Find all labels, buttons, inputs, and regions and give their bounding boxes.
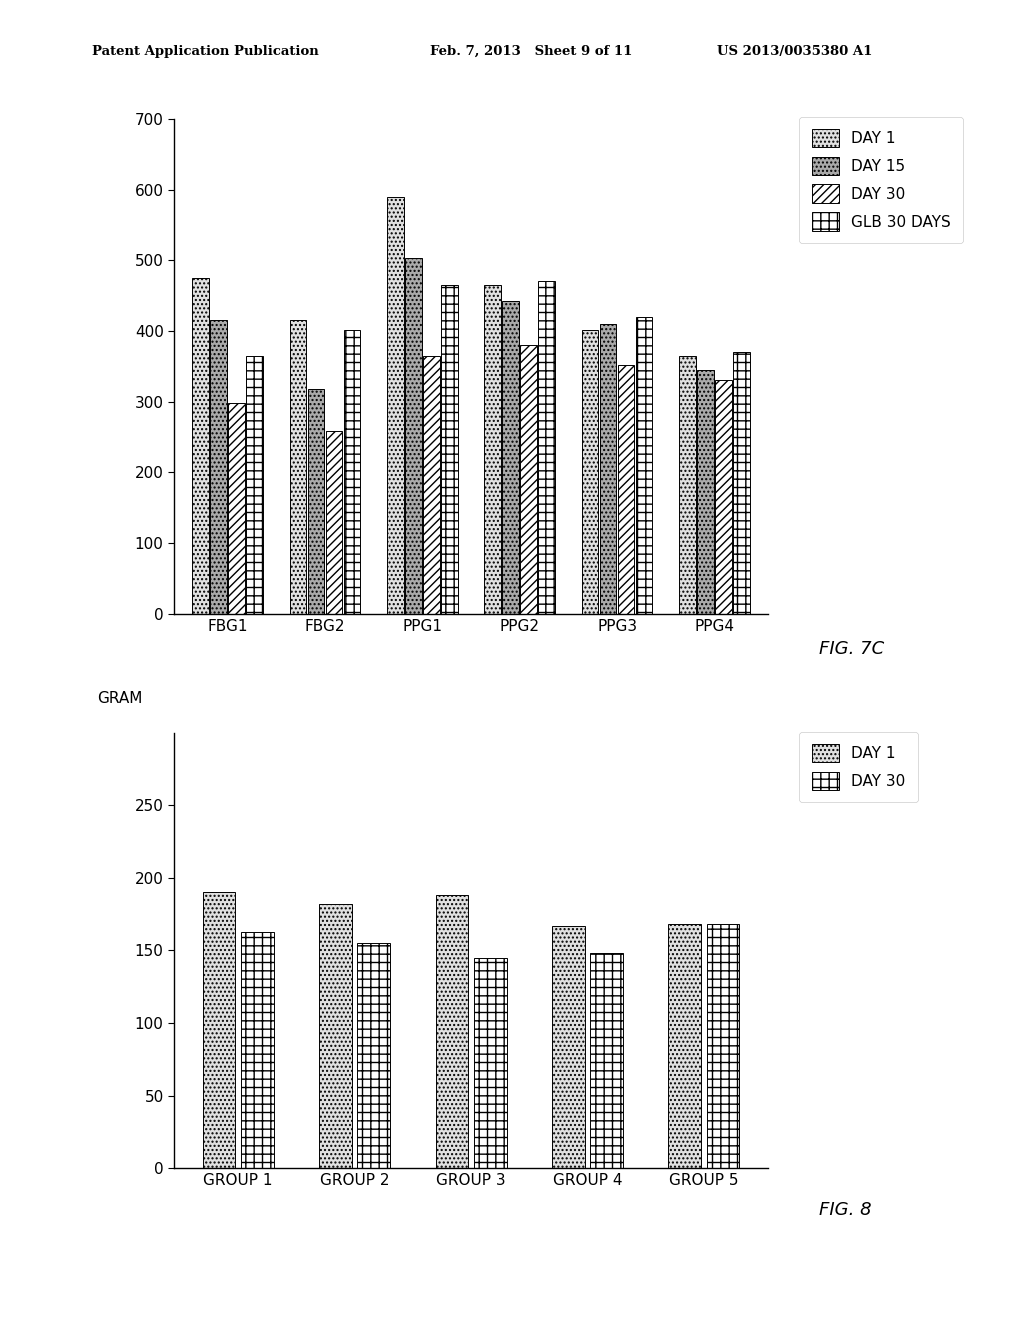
Bar: [484, 285, 501, 614]
Legend: DAY 1, DAY 30: DAY 1, DAY 30: [800, 731, 918, 803]
Bar: [357, 942, 390, 1168]
Bar: [503, 301, 519, 614]
Bar: [679, 355, 695, 614]
Bar: [636, 317, 652, 614]
Bar: [203, 892, 236, 1168]
Bar: [552, 925, 585, 1168]
Text: FIG. 7C: FIG. 7C: [819, 640, 885, 659]
Bar: [600, 323, 616, 614]
Bar: [308, 389, 325, 614]
Bar: [344, 330, 360, 614]
Bar: [423, 355, 439, 614]
Bar: [520, 345, 537, 614]
Bar: [435, 895, 468, 1168]
Bar: [326, 432, 342, 614]
Bar: [241, 932, 273, 1168]
Bar: [733, 352, 750, 614]
Bar: [669, 924, 701, 1168]
Bar: [707, 924, 739, 1168]
Bar: [474, 958, 507, 1168]
Text: Patent Application Publication: Patent Application Publication: [92, 45, 318, 58]
Bar: [290, 321, 306, 614]
Text: FIG. 8: FIG. 8: [819, 1201, 871, 1220]
Text: Feb. 7, 2013   Sheet 9 of 11: Feb. 7, 2013 Sheet 9 of 11: [430, 45, 633, 58]
Bar: [539, 281, 555, 614]
Bar: [617, 364, 635, 614]
Bar: [715, 380, 732, 614]
Bar: [387, 197, 403, 614]
Bar: [697, 370, 714, 614]
Bar: [591, 953, 623, 1168]
Bar: [582, 330, 598, 614]
Bar: [247, 355, 263, 614]
Legend: DAY 1, DAY 15, DAY 30, GLB 30 DAYS: DAY 1, DAY 15, DAY 30, GLB 30 DAYS: [800, 116, 964, 243]
Bar: [193, 279, 209, 614]
Bar: [228, 403, 245, 614]
Bar: [441, 285, 458, 614]
Bar: [319, 904, 351, 1168]
Text: US 2013/0035380 A1: US 2013/0035380 A1: [717, 45, 872, 58]
Bar: [210, 321, 227, 614]
Text: GRAM: GRAM: [97, 692, 142, 706]
Bar: [406, 259, 422, 614]
